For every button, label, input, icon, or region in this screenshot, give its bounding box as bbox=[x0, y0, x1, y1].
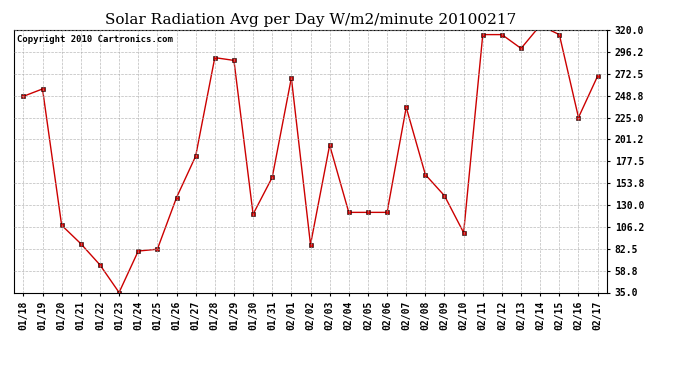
Text: Copyright 2010 Cartronics.com: Copyright 2010 Cartronics.com bbox=[17, 35, 172, 44]
Title: Solar Radiation Avg per Day W/m2/minute 20100217: Solar Radiation Avg per Day W/m2/minute … bbox=[105, 13, 516, 27]
